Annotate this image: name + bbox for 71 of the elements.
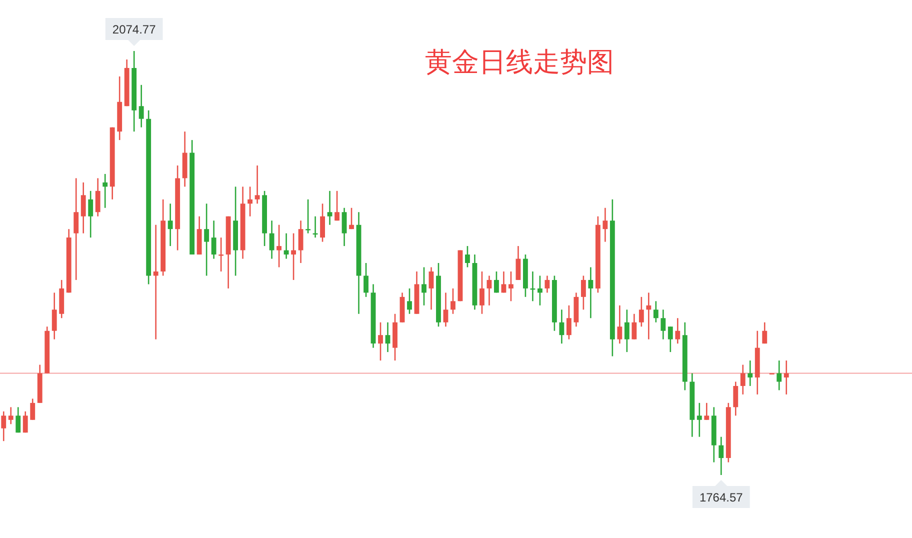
- candlestick: [254, 164, 260, 204]
- candlestick: [80, 182, 86, 234]
- candlestick: [632, 313, 637, 340]
- candlestick: [696, 402, 702, 438]
- candlestick: [784, 360, 789, 396]
- candlestick: [501, 270, 506, 294]
- candlestick: [385, 322, 390, 353]
- candlestick: [494, 270, 499, 294]
- candlestick: [646, 292, 652, 340]
- candlestick: [334, 190, 340, 222]
- candlestick: [486, 275, 492, 306]
- candlestick: [776, 360, 782, 391]
- candlestick: [88, 190, 94, 238]
- candlestick: [675, 317, 680, 344]
- candlestick: [668, 326, 673, 353]
- candlestick: [306, 198, 310, 234]
- candlestick: [327, 190, 332, 226]
- candlestick: [378, 322, 383, 362]
- candlestick: [544, 275, 550, 294]
- candlestick: [508, 270, 514, 302]
- candlestick: [1, 410, 6, 442]
- candlestick: [407, 288, 412, 315]
- candlestick: [153, 224, 158, 340]
- candlestick: [298, 220, 304, 264]
- candlestick: [762, 322, 768, 344]
- candlestick: [559, 308, 564, 344]
- candlestick: [248, 186, 253, 218]
- candlestick: [566, 304, 572, 340]
- text: 1764.57: [699, 490, 744, 504]
- candlestick: [704, 402, 710, 421]
- text: 2074.77: [112, 22, 156, 36]
- candlestick: [276, 224, 282, 268]
- candlestick: [320, 202, 325, 242]
- candlestick: [8, 406, 14, 425]
- candlestick: [138, 84, 144, 128]
- candlestick: [22, 410, 28, 434]
- candlestick: [364, 262, 368, 298]
- candlestick: [718, 436, 724, 476]
- candlestick: [52, 292, 57, 340]
- candlestick: [422, 266, 426, 306]
- candlestick: [74, 178, 79, 281]
- candlestick: [168, 202, 173, 247]
- candlestick: [95, 178, 100, 218]
- candlestick: [342, 207, 347, 247]
- candlestick: [428, 266, 434, 310]
- candlestick: [102, 173, 108, 209]
- candlestick: [537, 275, 542, 306]
- candlestick: [588, 266, 594, 319]
- candlestick: [269, 220, 274, 260]
- candlestick: [748, 360, 753, 387]
- candlestick: [465, 245, 470, 268]
- candlestick: [624, 308, 630, 353]
- candlestick: [638, 296, 644, 328]
- candlestick: [580, 275, 586, 310]
- candlestick: [602, 207, 608, 242]
- candlestick: [16, 406, 21, 434]
- candlestick: [653, 300, 658, 324]
- candlestick: [291, 232, 296, 281]
- candlestick: [211, 220, 216, 260]
- candlestick: [443, 292, 448, 328]
- candlestick: [617, 304, 622, 344]
- candlestick: [733, 381, 738, 416]
- candlestick: [204, 202, 210, 276]
- candlestick: [516, 245, 521, 281]
- candlestick: [349, 207, 354, 230]
- chart-title: 黄金日线走势图: [425, 46, 614, 80]
- candlestick: [660, 308, 666, 340]
- candlestick: [740, 364, 746, 396]
- candlestick: [30, 398, 36, 421]
- candlestick: [480, 270, 484, 315]
- candlestick: [450, 288, 456, 315]
